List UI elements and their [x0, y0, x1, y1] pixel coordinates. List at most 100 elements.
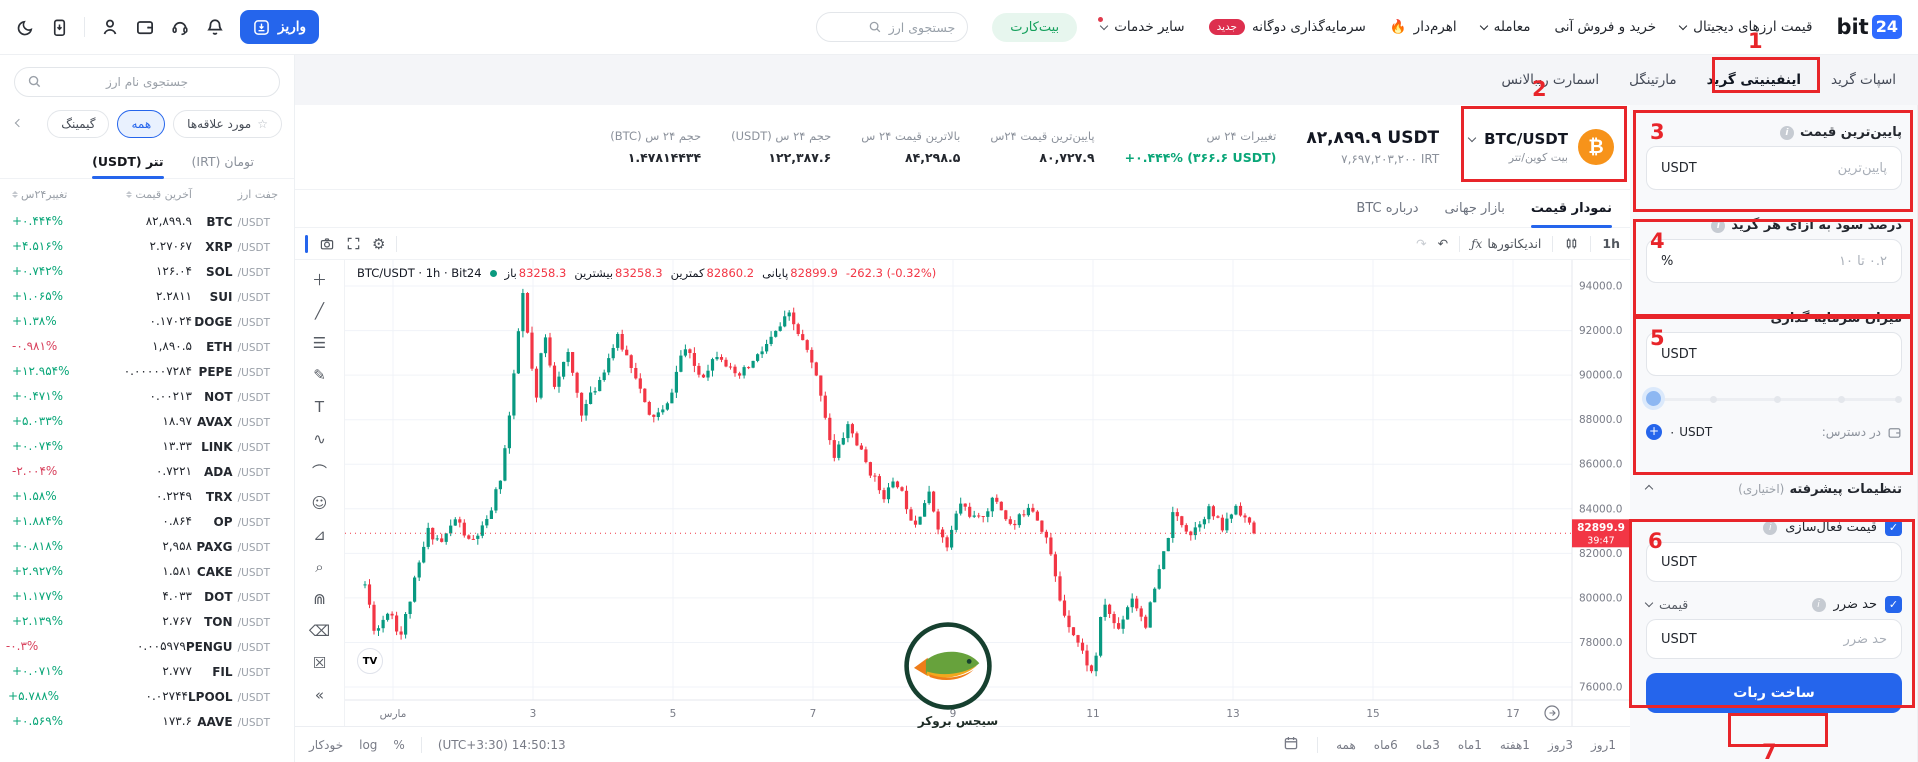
stoploss-type-dropdown[interactable]: قیمت: [1644, 597, 1688, 612]
menu-item-other-services[interactable]: سایر خدمات: [1098, 16, 1185, 35]
range-all[interactable]: همه: [1336, 737, 1356, 752]
coin-row[interactable]: BTC /USDT ۸۲,۸۹۹.۹ +۰.۴۴۴%: [0, 208, 294, 233]
range-3days[interactable]: 3روز: [1547, 737, 1573, 752]
deposit-button[interactable]: واریز: [240, 10, 319, 44]
range-1month[interactable]: 1ماه: [1457, 737, 1482, 752]
tab-spot-grid[interactable]: اسپات گرید: [1831, 72, 1896, 88]
coin-row[interactable]: PAXG /USDT ۲,۹۵۸ +۰.۸۱۸%: [0, 533, 294, 558]
tradingview-logo[interactable]: TV: [357, 648, 383, 674]
calendar-icon[interactable]: [1283, 735, 1299, 754]
timezone-clock-button[interactable]: (UTC+3:30) 14:50:13: [437, 737, 566, 752]
tab-smart-rebalance[interactable]: اسمارت ریبالانس: [1501, 72, 1600, 88]
range-1day[interactable]: 1روز: [1590, 737, 1616, 752]
text-tool-icon[interactable]: T: [314, 398, 325, 416]
indicators-button[interactable]: ƒx اندیکاتورها: [1471, 236, 1541, 251]
advanced-settings-toggle[interactable]: تنظیمات پیشرفته (اختیاری): [1644, 478, 1902, 497]
percent-scale-button[interactable]: %: [393, 737, 405, 752]
menu-item-prices[interactable]: قیمت ارزهای دیجیتال: [1678, 19, 1812, 35]
chart-plot-area[interactable]: 94000.0 92000.0 90000.0 88000.0 86000.0 84000…: [345, 260, 1630, 728]
log-scale-button[interactable]: log: [359, 737, 378, 752]
wallet-icon[interactable]: [135, 17, 155, 37]
info-icon[interactable]: i: [1779, 125, 1794, 140]
activation-checkbox[interactable]: ✓: [1885, 519, 1902, 536]
redo-icon[interactable]: ↷: [1416, 236, 1427, 251]
menu-item-dual-investment[interactable]: سرمایه‌گذاری دوگانه جدید: [1208, 19, 1366, 35]
column-pair[interactable]: جفت ارز: [237, 188, 278, 201]
coin-row[interactable]: TON /USDT ۲.۷۶۷ +۲.۱۳۹%: [0, 608, 294, 633]
magnet-tool-icon[interactable]: ⋒: [313, 590, 326, 608]
pattern-tool-icon[interactable]: ∿: [313, 430, 326, 448]
tab-infinity-grid[interactable]: اینفینیتی گرید: [1706, 72, 1802, 88]
coin-row[interactable]: FIL /USDT ۲.۷۷۷ +۰.۰۷۱%: [0, 658, 294, 683]
fib-retracement-tool-icon[interactable]: ☰: [312, 334, 327, 352]
crosshair-tool-icon[interactable]: ＋: [311, 270, 327, 289]
coin-row[interactable]: AVAX /USDT ۱۸.۹۷ +۵.۰۳۳%: [0, 408, 294, 433]
coin-row[interactable]: NOT /USDT ۰.۰۰۲۱۳ +۰.۴۷۱%: [0, 383, 294, 408]
support-headset-icon[interactable]: [170, 17, 190, 37]
column-change-24h[interactable]: تغییر۲۴س: [12, 188, 92, 201]
nav-search-input[interactable]: جستجوی ارز: [816, 12, 969, 42]
emoji-tool-icon[interactable]: ☺: [311, 494, 328, 512]
collapse-toolbar-button-icon[interactable]: «: [314, 686, 325, 704]
coin-row[interactable]: SOL /USDT ۱۲۶.۰۴ +۰.۷۴۲%: [0, 258, 294, 283]
user-icon[interactable]: [100, 17, 120, 37]
investment-slider[interactable]: [1646, 390, 1902, 408]
coin-row[interactable]: XRP /USDT ۲.۲۷۰۶۷ +۴.۵۱۶%: [0, 233, 294, 258]
activation-price-input[interactable]: USDT: [1646, 542, 1902, 582]
lowest-price-input[interactable]: پایین‌ترین USDT: [1646, 146, 1902, 190]
tab-global-market[interactable]: بازار جهانی: [1444, 201, 1505, 216]
range-3months[interactable]: 3ماه: [1415, 737, 1440, 752]
coin-row[interactable]: SUI /USDT ۲.۲۸۱۱ +۱.۰۶۵%: [0, 283, 294, 308]
menu-item-trade[interactable]: معامله: [1479, 19, 1530, 35]
tab-price-chart[interactable]: نمودار قیمت: [1530, 190, 1613, 228]
coin-row[interactable]: OP /USDT ۰.۸۶۴ +۱.۸۸۴%: [0, 508, 294, 533]
coin-row[interactable]: ETH /USDT ۱,۸۹۰.۵ -۰.۹۸۱%: [0, 333, 294, 358]
info-icon[interactable]: i: [1763, 520, 1778, 535]
candle-style-icon[interactable]: [1564, 236, 1579, 251]
coin-row[interactable]: AAVE /USDT ۱۷۳.۶ +۰.۵۶۹%: [0, 708, 294, 733]
info-icon[interactable]: i: [1811, 597, 1826, 612]
screenshot-camera-icon[interactable]: [319, 236, 335, 252]
app-download-icon[interactable]: [50, 18, 69, 37]
menu-item-instant-trade[interactable]: خرید و فروش آنی: [1554, 19, 1656, 35]
column-last-price[interactable]: آخرین قیمت: [92, 188, 192, 201]
interval-selector[interactable]: 1h: [1602, 236, 1620, 251]
range-6months[interactable]: 6ماه: [1373, 737, 1398, 752]
stoploss-checkbox[interactable]: ✓: [1885, 596, 1902, 613]
undo-icon[interactable]: ↶: [1437, 236, 1449, 251]
brush-tool-icon[interactable]: ✎: [313, 366, 326, 384]
pair-selector[interactable]: ₿ BTC/USDT بیت کوین/تتر: [1467, 129, 1614, 165]
stoploss-input[interactable]: حد ضرر USDT: [1646, 619, 1902, 659]
coin-row[interactable]: ADA /USDT ۰.۷۲۲۱ -۲.۰۰۴%: [0, 458, 294, 483]
coin-row[interactable]: CAKE /USDT ۱.۵۸۱ +۲.۹۲۷%: [0, 558, 294, 583]
slider-handle[interactable]: [1646, 391, 1661, 406]
trendline-tool-icon[interactable]: ╱: [314, 302, 325, 320]
chart-settings-gear-icon[interactable]: ⚙: [372, 234, 386, 253]
coin-row[interactable]: PENGU /USDT ۰.۰۰۵۹۷۹ -۰.۳%: [0, 633, 294, 658]
eraser-tool-icon[interactable]: ⌫: [308, 622, 331, 640]
coin-search-input[interactable]: جستجوی نام ارز: [14, 67, 280, 97]
filter-gaming[interactable]: گیمینگ: [47, 110, 110, 138]
create-bot-button[interactable]: ساخت ربات: [1646, 673, 1902, 713]
coin-row[interactable]: LINK /USDT ۱۳.۳۳ +۰.۰۷۴%: [0, 433, 294, 458]
auto-scale-button[interactable]: خودکار: [309, 737, 344, 752]
info-icon[interactable]: i: [1711, 218, 1726, 233]
fullscreen-icon[interactable]: [346, 236, 361, 251]
coin-row[interactable]: PEPE /USDT ۰.۰۰۰۰۰۷۲۸۴ +۱۲.۹۵۴%: [0, 358, 294, 383]
tab-about-btc[interactable]: درباره BTC: [1356, 201, 1419, 216]
measure-tool-icon[interactable]: ⊿: [313, 526, 326, 544]
bit24-logo[interactable]: bit 24: [1836, 15, 1902, 39]
scroll-categories-button[interactable]: [12, 118, 26, 130]
dark-mode-icon[interactable]: [16, 18, 35, 37]
notifications-bell-icon[interactable]: [205, 17, 225, 37]
coin-row[interactable]: DOGE /USDT ۰.۱۷۰۲۴ +۱.۳۸%: [0, 308, 294, 333]
coin-row[interactable]: TRX /USDT ۰.۲۲۴۹ +۱.۵۸%: [0, 483, 294, 508]
range-1week[interactable]: 1هفته: [1499, 737, 1530, 752]
grid-profit-input[interactable]: ۰.۲ تا ۱۰ %: [1646, 239, 1902, 283]
candlestick-chart[interactable]: 94000.0 92000.0 90000.0 88000.0 86000.0 84000…: [345, 260, 1630, 726]
filter-all[interactable]: همه: [117, 110, 166, 138]
zoom-tool-icon[interactable]: ⌕: [315, 558, 324, 576]
menu-item-leverage[interactable]: اهرم‌دار 🔥: [1390, 19, 1457, 35]
coin-row[interactable]: LPOOL /USDT ۰.۰۲۷۴۴ +۵.۷۸۸%: [0, 683, 294, 708]
filter-favorites[interactable]: ☆ مورد علاقه‌ها: [173, 110, 282, 138]
